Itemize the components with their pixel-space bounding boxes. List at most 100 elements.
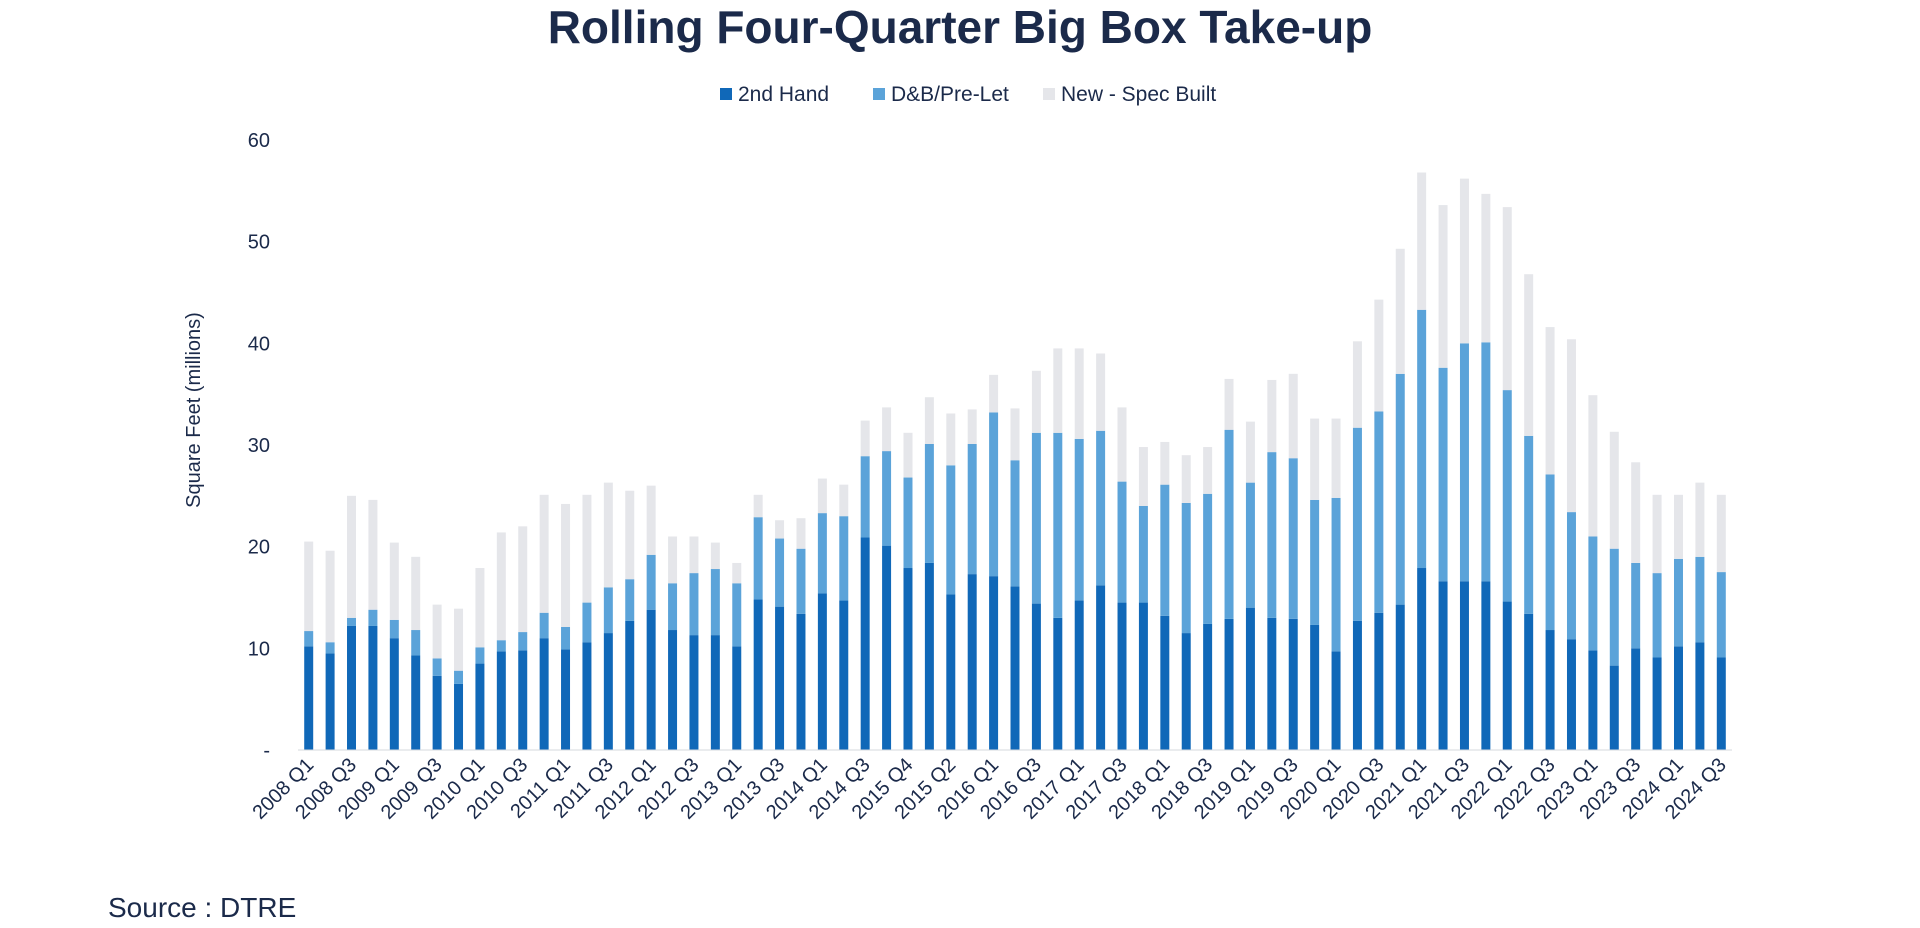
bar-segment [1716, 572, 1726, 658]
legend-label: New - Spec Built [1061, 83, 1216, 106]
bar-segment [432, 675, 442, 750]
bar-segment [1395, 373, 1405, 605]
bar-segment [1545, 474, 1555, 631]
bar-segment [325, 550, 335, 643]
bar-segment [1502, 601, 1512, 750]
bar-segment [946, 465, 956, 595]
legend-swatch [1043, 88, 1055, 100]
y-tick-label: - [263, 740, 270, 762]
bar-segment [389, 542, 399, 620]
bar-segment [1588, 650, 1598, 750]
bar-segment [625, 579, 635, 621]
bar-segment [561, 626, 571, 650]
y-axis-label: Square Feet (millions) [183, 312, 205, 508]
bar-segment [1117, 602, 1127, 750]
bar-segment [1459, 178, 1469, 344]
bar-segment [796, 548, 806, 614]
bar-segment [839, 484, 849, 517]
bar-segment [1588, 536, 1598, 651]
bar-segment [967, 409, 977, 444]
bar-segment [1631, 462, 1641, 563]
bar-segment [454, 670, 464, 684]
bar-segment [1331, 497, 1341, 652]
bar-segment [1438, 205, 1448, 368]
bar-segment [1631, 648, 1641, 750]
bar-segment [475, 568, 485, 648]
bar-segment [389, 619, 399, 639]
bar-segment [1310, 499, 1320, 625]
bar-segment [753, 517, 763, 600]
bar-segment [775, 538, 785, 607]
bar-segment [882, 407, 892, 452]
bar-segment [475, 663, 485, 750]
bar-segment [1010, 586, 1020, 750]
bar-segment [518, 632, 528, 651]
y-tick-label: 50 [248, 232, 270, 254]
bar-segment [347, 625, 356, 750]
bar-segment [1138, 506, 1148, 603]
bar-segment [817, 593, 827, 750]
bar-segment [1524, 435, 1534, 614]
chart-legend: 2nd Hand D&B/Pre-Let New - Spec Built [720, 83, 1216, 106]
bar-segment [882, 451, 892, 546]
bar-segment [946, 594, 956, 750]
bar-segment [1074, 600, 1084, 750]
bar-segment [753, 599, 763, 750]
bar-segment [496, 651, 506, 750]
bar-segment [1331, 651, 1341, 750]
bar-segment [582, 494, 592, 603]
bar-segment [668, 630, 678, 750]
bar-segment [603, 633, 613, 750]
bar-segment [411, 655, 421, 750]
bar-segment [1138, 602, 1148, 750]
bar-segment [924, 562, 934, 750]
bar-segment [325, 642, 335, 654]
bar-segment [1181, 455, 1191, 503]
bar-segment [1203, 493, 1213, 624]
bar-segment [1417, 172, 1427, 310]
bar-segment [732, 562, 742, 584]
bar-segment [1053, 432, 1063, 618]
bar-segment [710, 542, 720, 570]
bar-segment [1096, 585, 1106, 750]
bar-segment [1245, 607, 1255, 750]
bar-segment [839, 516, 849, 601]
bar-segment [1031, 370, 1041, 433]
bar-segment [432, 658, 442, 676]
bar-segment [710, 569, 720, 636]
bar-segment [1716, 494, 1726, 573]
bar-segment [496, 640, 506, 652]
bar-segment [1459, 581, 1469, 750]
bar-segment [1695, 556, 1705, 643]
bar-segment [1331, 418, 1341, 498]
bar-segment [689, 635, 699, 750]
bar-segment [1566, 339, 1576, 513]
bar-segment [1481, 193, 1491, 343]
bar-segment [1652, 657, 1662, 750]
bar-segment [1010, 460, 1020, 587]
bar-segment [304, 646, 314, 750]
bar-segment [839, 600, 849, 750]
bar-segment [561, 649, 571, 750]
bar-segment [1631, 562, 1641, 649]
bar-segment [539, 612, 549, 639]
bar-segment [1524, 274, 1534, 436]
bar-segment [368, 609, 378, 626]
bar-segment [1117, 407, 1127, 482]
legend-label: D&B/Pre-Let [891, 83, 1009, 106]
bar-segment [1310, 624, 1320, 750]
bar-segment [1288, 373, 1298, 459]
bar-segment [1117, 481, 1127, 603]
bar-segment [325, 653, 335, 750]
bar-segment [1481, 342, 1491, 582]
bars [304, 172, 1726, 750]
y-tick-label: 10 [248, 638, 270, 660]
bar-segment [1224, 378, 1234, 430]
bar-segment [1652, 573, 1662, 658]
bar-segment [603, 587, 613, 634]
bar-segment [1674, 558, 1683, 647]
bar-segment [1374, 612, 1384, 750]
bar-segment [539, 638, 549, 750]
legend-item: 2nd Hand [720, 83, 829, 106]
bar-segment [1674, 494, 1683, 559]
